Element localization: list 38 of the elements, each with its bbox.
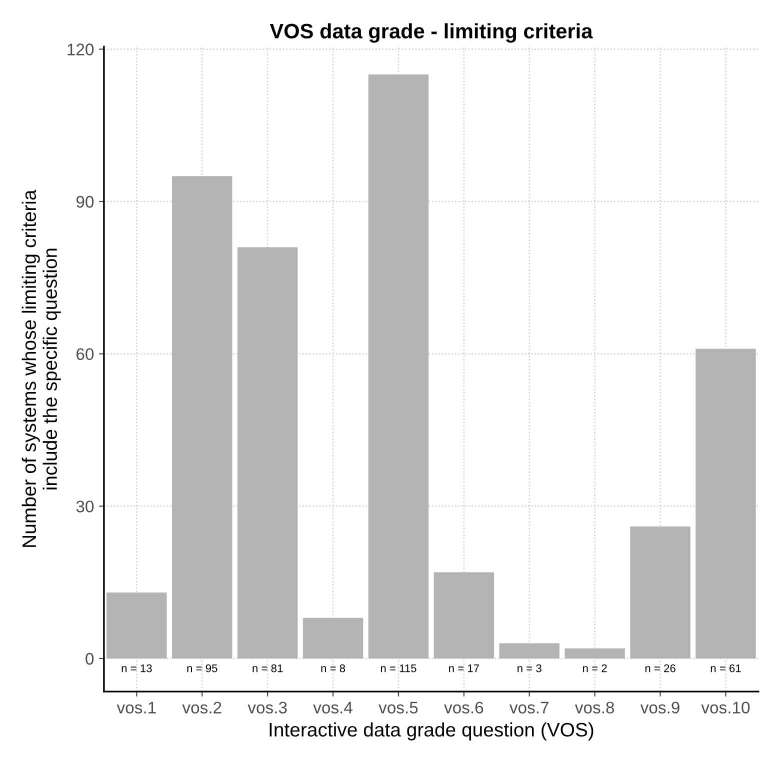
data-label: n = 13 xyxy=(122,664,152,672)
x-tick-label: vos.7 xyxy=(510,702,548,714)
x-tick-label: vos.10 xyxy=(701,702,750,714)
bar xyxy=(564,648,625,659)
y-tick-label: 90 xyxy=(76,196,94,208)
data-label: n = 2 xyxy=(583,664,607,672)
bar xyxy=(237,247,298,659)
data-label: n = 8 xyxy=(321,664,346,672)
bar xyxy=(172,176,232,659)
bar xyxy=(630,526,690,659)
bar xyxy=(499,643,560,659)
bar xyxy=(696,348,756,659)
chart-title: VOS data grade - limiting criteria xyxy=(270,23,593,43)
x-tick-label: vos.6 xyxy=(444,702,484,714)
x-tick-label: vos.8 xyxy=(574,702,614,714)
data-label: n = 115 xyxy=(380,664,416,672)
bar xyxy=(368,74,429,659)
x-tick-label: vos.2 xyxy=(182,702,222,714)
data-label: n = 26 xyxy=(645,664,676,672)
data-label: n = 17 xyxy=(449,664,479,672)
bar xyxy=(302,618,364,659)
y-tick-label: 30 xyxy=(76,500,94,512)
x-tick-label: vos.9 xyxy=(640,702,680,714)
bar xyxy=(106,592,167,659)
y-tick-label: 60 xyxy=(76,348,94,360)
x-tick-label: vos.4 xyxy=(313,702,352,714)
y-tick-label: 0 xyxy=(86,652,94,665)
data-label: n = 81 xyxy=(252,664,283,672)
data-label: n = 95 xyxy=(187,664,218,672)
x-tick-label: vos.5 xyxy=(378,702,418,714)
data-label: n = 3 xyxy=(518,664,542,672)
x-tick-label: vos.1 xyxy=(116,702,156,714)
x-tick-label: vos.3 xyxy=(248,702,287,714)
y-axis-title: Number of systems whose limiting criteria include the specific question xyxy=(22,190,61,547)
y-tick-label: 120 xyxy=(68,44,94,56)
x-axis-title: Interactive data grade question (VOS) xyxy=(270,722,594,740)
bar xyxy=(434,572,494,659)
data-label: n = 61 xyxy=(710,664,741,672)
